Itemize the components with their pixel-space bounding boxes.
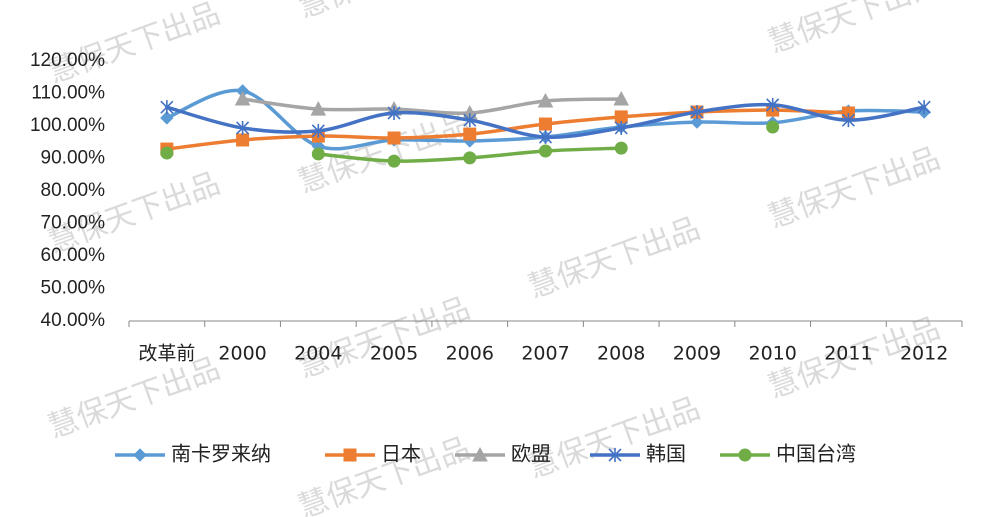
marker: [463, 113, 477, 128]
marker: [387, 106, 401, 120]
y-tick-label: 60.00%: [41, 245, 106, 266]
legend: 南卡罗来纳 日本 欧盟 韩国 中国台湾: [115, 442, 856, 466]
marker: [538, 130, 553, 145]
marker: [160, 111, 174, 125]
marker: [160, 100, 174, 115]
marker: [614, 120, 628, 135]
marker: [766, 97, 780, 112]
marker: [311, 147, 325, 161]
watermark: 慧保天下出品: [524, 391, 705, 485]
y-tick-label: 70.00%: [41, 213, 106, 234]
watermark: 慧保天下出品: [764, 0, 945, 61]
marker: [738, 448, 752, 462]
legend-item: 日本: [325, 442, 421, 466]
marker: [539, 144, 552, 158]
marker: [343, 448, 357, 462]
watermark: 慧保天下出品: [44, 351, 225, 445]
watermark: 慧保天下出品: [294, 0, 475, 26]
x-tick-label: 2008: [597, 343, 645, 365]
x-tick-label: 2004: [294, 343, 342, 365]
watermark: 慧保天下出品: [294, 291, 475, 385]
marker: [841, 113, 855, 128]
marker: [690, 115, 704, 129]
marker: [614, 141, 628, 155]
x-tick-label: 2010: [749, 343, 797, 365]
marker: [133, 448, 147, 462]
marker: [613, 90, 630, 106]
marker: [310, 101, 327, 116]
marker: [537, 92, 554, 108]
marker: [311, 123, 325, 138]
marker: [387, 154, 401, 168]
marker: [463, 127, 477, 141]
legend-item: 中国台湾: [720, 442, 856, 466]
y-tick-label: 40.00%: [41, 310, 106, 331]
legend-item: 韩国: [590, 442, 686, 466]
plot: 40.00% 50.00% 60.00% 70.00% 80.00% 90.00% 100.…: [30, 50, 963, 365]
x-tick-label: 2006: [446, 343, 494, 365]
marker: [463, 151, 477, 165]
x-tick-label: 2011: [824, 343, 872, 365]
legend-item: 南卡罗来纳: [115, 442, 271, 466]
x-tick-label: 2005: [370, 343, 418, 365]
marker: [160, 146, 174, 160]
y-tick-label: 100.00%: [30, 115, 105, 136]
marker: [387, 131, 401, 145]
series: [160, 97, 931, 145]
x-tick-label: 2000: [218, 343, 266, 365]
series-line: [240, 97, 623, 115]
marker: [690, 105, 704, 120]
marker: [608, 448, 622, 462]
x-tick-label: 2012: [900, 343, 948, 365]
y-tick-label: 90.00%: [41, 148, 106, 169]
legend-label: 南卡罗来纳: [171, 442, 271, 466]
legend-label: 韩国: [646, 442, 686, 466]
watermark: 慧保天下出品: [764, 141, 945, 235]
marker: [236, 133, 250, 147]
watermark: 慧保天下出品: [524, 211, 705, 305]
legend-label: 欧盟: [511, 442, 551, 466]
x-tick-label: 2009: [673, 343, 721, 365]
series: [160, 120, 780, 168]
marker: [236, 120, 250, 135]
marker: [472, 446, 488, 462]
marker: [539, 117, 552, 131]
marker: [917, 100, 931, 115]
legend-label: 日本: [381, 442, 421, 466]
y-tick-label: 50.00%: [41, 278, 106, 299]
y-tick-label: 120.00%: [30, 50, 105, 71]
marker: [234, 90, 251, 106]
watermark: 慧保天下出品: [44, 0, 225, 91]
legend-item: 欧盟: [455, 442, 551, 466]
x-tick-label: 2007: [521, 343, 569, 365]
x-tick-label: 改革前: [138, 343, 195, 365]
y-tick-label: 80.00%: [41, 180, 106, 201]
marker: [766, 120, 780, 134]
legend-label: 中国台湾: [776, 442, 856, 466]
y-tick-label: 110.00%: [31, 83, 105, 104]
